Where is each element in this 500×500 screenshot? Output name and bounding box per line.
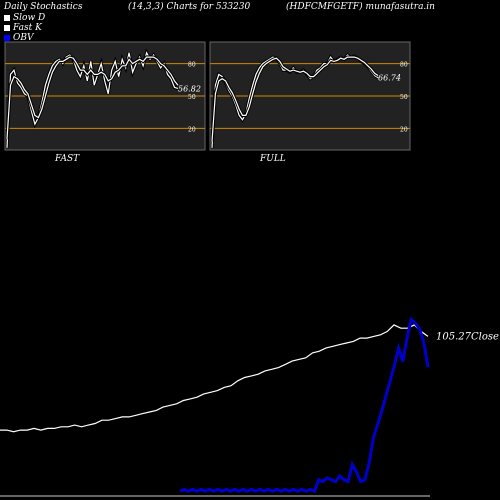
full-level-label-80: 80: [400, 62, 408, 69]
legend-label-slow-d: Slow D: [13, 13, 46, 23]
fast-level-label-20: 20: [188, 126, 196, 133]
close-price-label: 105.27Close: [436, 331, 499, 342]
legend-label-fast-k: Fast K: [13, 23, 42, 33]
chart-params: (14,3,3) Charts for 533230: [128, 2, 251, 12]
full-panel-label: FULL: [259, 154, 286, 164]
fast-series-line-slow-d: [6, 56, 179, 140]
full-series-line-slow-d: [211, 56, 379, 142]
full-last-value-label: 66.74: [378, 74, 401, 83]
fast-panel-label: FAST: [54, 154, 80, 164]
legend-swatch-obv: [4, 35, 10, 41]
close-price-line: [0, 324, 429, 433]
legend-label-obv: OBV: [13, 33, 34, 43]
chart-symbol: (HDFCMFGETF) munafasutra.in: [286, 2, 435, 12]
fast-level-label-80: 80: [188, 62, 196, 69]
legend-swatch-fast-k: [4, 25, 10, 31]
legend-item-slow-d: Slow D: [4, 13, 45, 23]
obv-line: [179, 316, 430, 494]
legend-item-obv: OBV: [4, 33, 34, 43]
fast-last-value-label: 56.82: [178, 84, 201, 93]
full-level-label-50: 50: [400, 94, 408, 101]
full-level-label-20: 20: [400, 126, 408, 133]
legend-swatch-slow-d: [4, 15, 10, 21]
chart-title: Daily Stochastics: [4, 2, 83, 12]
fast-level-label-50: 50: [188, 94, 196, 101]
legend-item-fast-k: Fast K: [4, 23, 42, 33]
